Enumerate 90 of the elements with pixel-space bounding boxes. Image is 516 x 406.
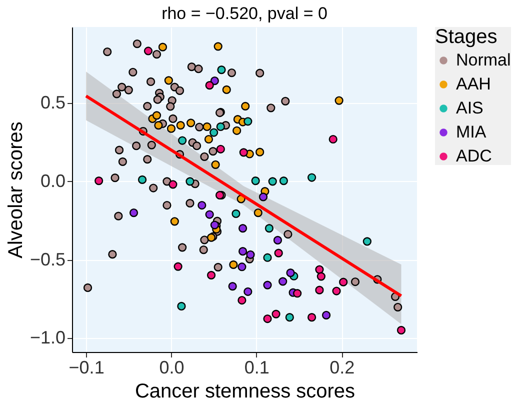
point (205, 81, 214, 90)
point (279, 176, 288, 186)
point (244, 287, 252, 296)
y-tick-label: 0.5 (40, 92, 66, 113)
point (316, 272, 326, 281)
point (246, 250, 255, 259)
point (202, 122, 212, 132)
point (210, 76, 219, 86)
point (178, 136, 187, 145)
point (186, 118, 196, 128)
point (239, 148, 248, 157)
point (204, 134, 214, 144)
point (315, 265, 324, 274)
point (307, 313, 316, 322)
point (258, 192, 268, 202)
x-axis-title: Cancer stemness scores (134, 380, 356, 402)
point (332, 286, 341, 296)
point (211, 160, 220, 169)
x-tick-label: 0.1 (244, 358, 270, 378)
point (158, 42, 168, 52)
point (152, 111, 162, 120)
point (206, 270, 216, 280)
point (94, 176, 104, 186)
point (205, 210, 214, 219)
point (168, 180, 178, 189)
point (362, 237, 372, 246)
point (222, 85, 231, 94)
point (328, 134, 338, 144)
point (238, 247, 248, 256)
point (273, 236, 282, 245)
point (285, 313, 294, 322)
point (164, 76, 173, 85)
point (315, 286, 324, 294)
point (293, 289, 302, 298)
y-axis-title: Alveolar scores (4, 122, 27, 258)
point (216, 144, 225, 154)
point (186, 177, 194, 186)
point (238, 296, 246, 305)
point (307, 173, 316, 182)
point (210, 128, 218, 137)
point (228, 282, 237, 291)
legend-label: ADC (456, 146, 492, 166)
chart-title: rho = −0.520, pval = 0 (162, 4, 328, 23)
legend-label: MIA (456, 122, 487, 142)
point (217, 66, 226, 74)
point (129, 208, 138, 218)
point (232, 209, 240, 218)
point (174, 262, 182, 271)
x-tick-label: −0.1 (68, 358, 104, 378)
point (244, 117, 252, 126)
point (177, 302, 186, 311)
x-tick-label: 0.2 (330, 358, 355, 378)
y-tick-label: 0.0 (40, 170, 66, 191)
point (216, 122, 225, 132)
point (138, 175, 147, 184)
point (176, 121, 185, 130)
point (144, 46, 153, 56)
point (241, 102, 250, 110)
legend-label: AAH (456, 74, 491, 94)
point (238, 262, 246, 272)
point (286, 268, 295, 278)
x-tick-label: 0.0 (159, 358, 184, 378)
legend-title: Stages (435, 26, 498, 48)
point (166, 124, 176, 133)
point (214, 42, 222, 51)
point (272, 310, 280, 318)
point (268, 177, 277, 186)
point (154, 121, 163, 130)
point (256, 148, 264, 156)
point (232, 126, 242, 135)
y-tick-label: −1.0 (30, 328, 66, 348)
point (198, 200, 206, 210)
point (274, 248, 283, 258)
legend-label: AIS (456, 98, 484, 118)
legend-label: Normal (456, 50, 511, 70)
point (229, 260, 238, 269)
point (334, 96, 344, 105)
point (251, 176, 260, 186)
point (264, 224, 274, 233)
point (278, 277, 288, 286)
point (263, 280, 272, 290)
point (254, 208, 262, 218)
point (339, 278, 348, 286)
point (170, 217, 179, 226)
point (263, 314, 272, 324)
point (322, 310, 331, 320)
point (238, 224, 248, 233)
point (396, 326, 406, 335)
point (263, 253, 272, 262)
y-tick-label: −0.5 (30, 249, 66, 270)
